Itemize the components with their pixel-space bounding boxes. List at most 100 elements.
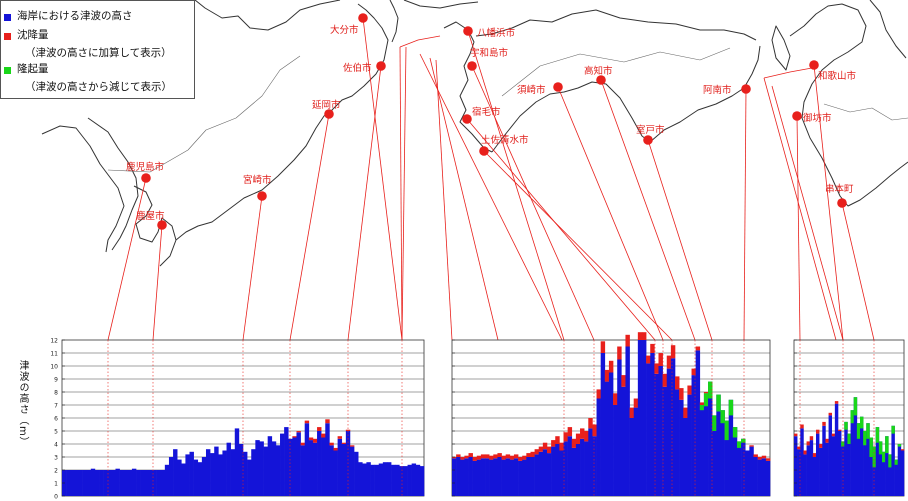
- leader-line: [483, 150, 673, 341]
- tsunami-bar: [841, 441, 845, 496]
- tsunami-bar: [803, 454, 807, 496]
- y-tick-label: 6: [54, 416, 58, 423]
- y-tick-label: 2: [54, 468, 58, 475]
- leader-line: [743, 88, 747, 341]
- y-axis-label: 津波の高さ（m）: [17, 360, 28, 448]
- y-tick-label: 9: [54, 377, 58, 384]
- tsunami-bar: [86, 470, 92, 496]
- legend-swatch-uplift: [4, 67, 11, 74]
- tsunami-bar: [144, 470, 149, 496]
- tsunami-bar: [497, 457, 502, 496]
- tsunami-bar: [757, 459, 763, 496]
- tsunami-bar: [724, 420, 730, 496]
- subsidence-bar: [575, 433, 581, 444]
- tsunami-bar: [140, 470, 145, 496]
- tsunami-bar: [374, 464, 380, 496]
- subsidence-bar: [613, 393, 618, 405]
- uplift-bar: [869, 437, 873, 457]
- subsidence-bar: [666, 355, 672, 369]
- leader-line: [399, 35, 441, 48]
- city-marker: [257, 191, 267, 201]
- leader-line: [107, 177, 147, 341]
- tsunami-bar: [563, 441, 568, 496]
- tsunami-bar: [584, 441, 589, 496]
- subsidence-bar: [592, 424, 597, 437]
- tsunami-bar: [99, 470, 104, 496]
- kyushu-west-coast: [87, 117, 139, 251]
- subsidence-bar: [337, 436, 343, 439]
- city-label-susaki: 須崎市: [517, 85, 546, 96]
- uplift-bar: [866, 423, 870, 439]
- tsunami-bar: [875, 427, 880, 496]
- tsunami-bar: [337, 438, 343, 496]
- city-label-nobeoka: 延岡市: [312, 100, 341, 111]
- subsidence-bar: [452, 457, 457, 459]
- subsidence-bar: [321, 433, 326, 438]
- tsunami-bar: [90, 468, 96, 496]
- city-marker: [463, 26, 473, 36]
- kii-west-coast: [789, 3, 908, 207]
- tsunami-bar: [699, 405, 705, 496]
- subsidence-bar: [675, 376, 680, 390]
- city-label-uwajima: 宇和島市: [470, 48, 509, 59]
- tsunami-bar: [736, 441, 742, 496]
- subsidence-bar: [509, 455, 515, 460]
- city-label-wakayama: 和歌山市: [818, 71, 857, 82]
- tsunami-bar: [534, 454, 540, 496]
- tsunami-bar: [670, 358, 676, 496]
- leader-lines: [107, 17, 875, 341]
- subsidence-bar: [588, 418, 593, 429]
- uplift-bar: [856, 423, 861, 439]
- subsidence-bar: [526, 453, 531, 457]
- tsunami-bar: [526, 457, 531, 496]
- tsunami-bar: [123, 470, 129, 496]
- uplift-bar: [724, 420, 730, 441]
- tsunami-bar: [156, 470, 162, 496]
- uplift-bar: [888, 454, 892, 468]
- kyushu-north-coast: [194, 0, 341, 31]
- city-label-kanoya: 鹿屋市: [136, 211, 165, 222]
- subsidence-bar: [654, 363, 659, 374]
- leader-line: [401, 46, 407, 341]
- leader-line: [435, 59, 453, 341]
- tsunami-bar: [238, 444, 244, 496]
- tsunami-bar: [280, 433, 285, 496]
- city-label-tosashimizu: 土佐清水市: [481, 135, 529, 146]
- subsidence-bar: [765, 458, 771, 461]
- city-marker: [809, 60, 819, 70]
- tsunami-bar: [308, 440, 314, 496]
- leader-line: [796, 115, 801, 341]
- tsunami-bar: [741, 438, 746, 496]
- y-tick-label: 0: [54, 494, 58, 501]
- tsunami-bar: [317, 431, 322, 496]
- uplift-bar: [736, 441, 742, 448]
- uplift-bar: [885, 436, 889, 454]
- tsunami-bar: [580, 438, 585, 496]
- subsidence-bar: [542, 442, 548, 450]
- tsunami-bar: [362, 463, 367, 496]
- tsunami-bar: [255, 440, 260, 496]
- city-marker: [376, 61, 386, 71]
- tsunami-bar: [745, 450, 750, 496]
- leader-line: [419, 53, 563, 341]
- tsunami-bar: [900, 450, 905, 496]
- tsunami-bar: [263, 446, 268, 496]
- tsunami-bar: [370, 464, 375, 496]
- tsunami-bar: [571, 447, 577, 496]
- tsunami-bar: [333, 450, 338, 496]
- subsidence-bar: [816, 429, 820, 434]
- city-marker: [157, 220, 167, 230]
- subsidence-bar: [580, 428, 585, 439]
- tsunami-bar: [193, 459, 199, 496]
- tsunami-bar: [822, 425, 826, 496]
- y-tick-label: 4: [54, 442, 58, 449]
- subsidence-bar: [822, 421, 826, 426]
- tsunami-bar: [600, 353, 606, 496]
- tsunami-bar: [218, 454, 223, 496]
- tsunami-bar: [152, 470, 157, 496]
- city-marker: [141, 173, 151, 183]
- city-marker: [792, 111, 802, 121]
- tsunami-bar: [872, 446, 877, 496]
